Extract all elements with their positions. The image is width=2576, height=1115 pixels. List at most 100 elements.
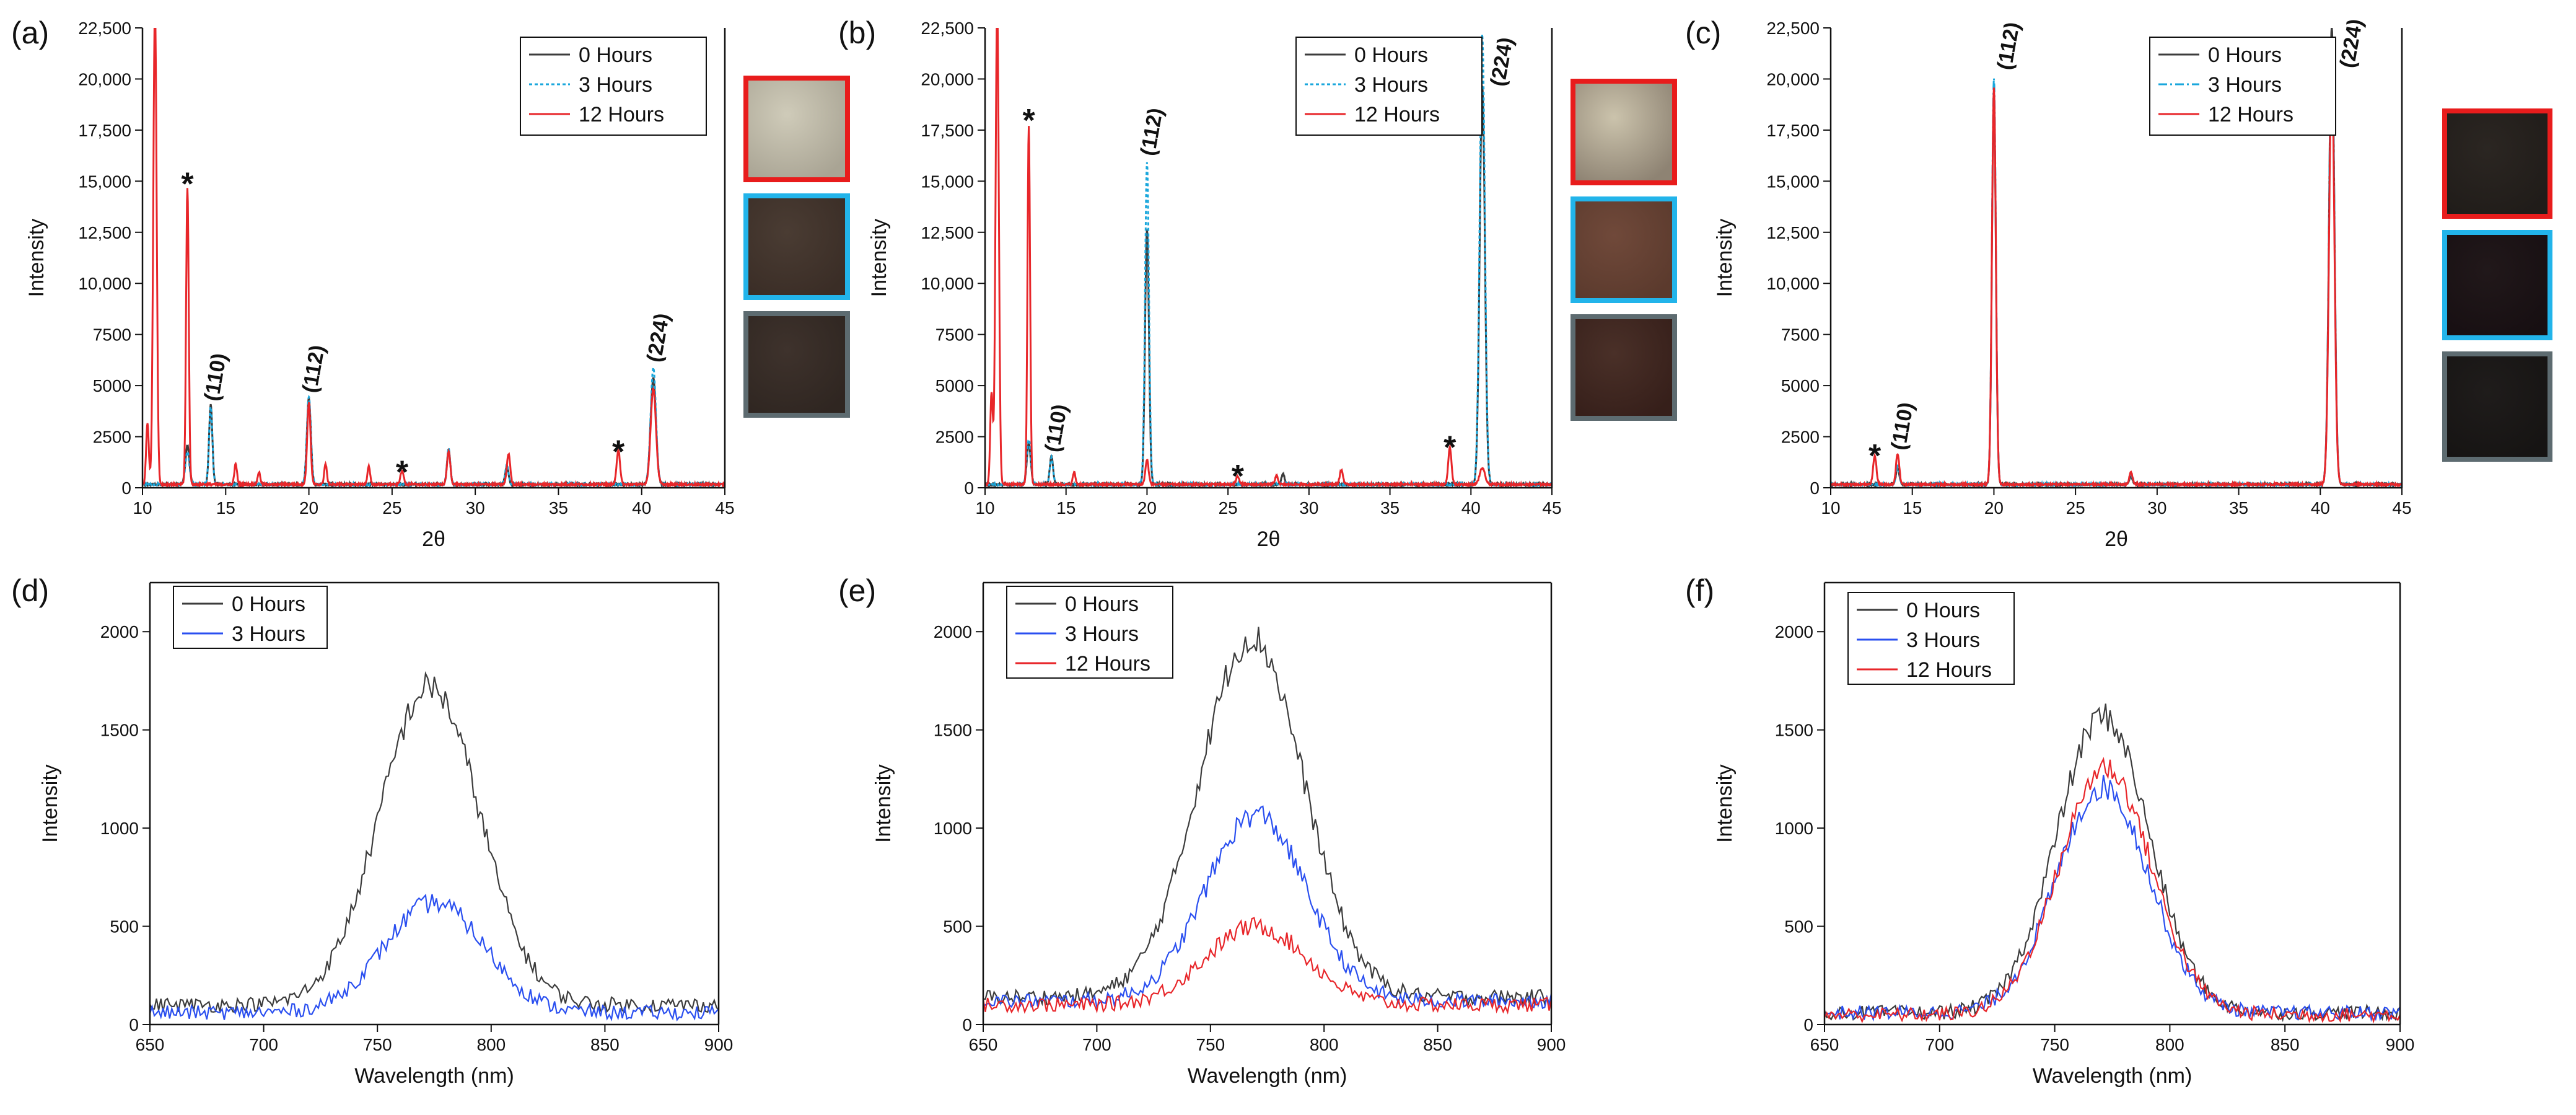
y-tick-label: 7500 — [93, 325, 131, 345]
series-line-3-hours — [1825, 775, 2400, 1022]
y-tick-label: 17,500 — [921, 121, 974, 140]
x-tick-label: 750 — [1196, 1035, 1225, 1054]
panel-a: (a) 10 15 20 25 30 35 40 45 0 2500 5000 7500 10,000 12… — [11, 15, 850, 551]
x-tick-label: 850 — [2271, 1035, 2300, 1054]
film-photo — [2447, 235, 2548, 335]
x-tick-label: 20 — [1984, 498, 2004, 518]
series-line-0-hours — [150, 671, 719, 1014]
x-tick-label: 750 — [2040, 1035, 2069, 1054]
panel-c: (c) 10 15 20 25 30 35 40 45 0 2500 5000 7500 10,000 12… — [1685, 15, 2552, 551]
y-tick-label: 2500 — [935, 428, 974, 447]
y-axis-label: Intensity — [1713, 764, 1737, 843]
series-line-0-hours — [985, 86, 1552, 488]
x-tick-label: 650 — [136, 1035, 165, 1054]
annotation-miller-index: (110) — [1041, 402, 1072, 454]
legend-entry: 3 Hours — [232, 622, 305, 646]
x-tick-label: 650 — [1810, 1035, 1839, 1054]
y-tick-label: 2000 — [1775, 622, 1813, 641]
legend-box — [1295, 37, 1483, 136]
y-tick-label: 15,000 — [921, 172, 974, 191]
annotation-miller-index: (112) — [1993, 20, 2025, 72]
y-axis-label: Intensity — [1713, 219, 1737, 297]
x-tick-label: 750 — [363, 1035, 392, 1054]
x-tick-label: 40 — [2311, 498, 2330, 518]
x-tick-label: 25 — [382, 498, 401, 518]
x-tick-label: 10 — [133, 498, 152, 518]
x-tick-label: 650 — [969, 1035, 998, 1054]
y-tick-label: 22,500 — [1766, 19, 1820, 38]
annotation-asterisk: * — [396, 454, 409, 490]
x-tick-label: 25 — [1219, 498, 1238, 518]
series-line-0-hours — [1825, 703, 2400, 1023]
x-tick-label: 40 — [1461, 498, 1481, 518]
annotation-asterisk: * — [1444, 430, 1457, 466]
y-tick-label: 15,000 — [1766, 172, 1820, 191]
y-tick-label: 1000 — [100, 819, 139, 838]
y-tick-label: 500 — [110, 917, 139, 937]
legend-entry: 0 Hours — [1906, 599, 1980, 622]
annotation-asterisk: * — [181, 166, 194, 202]
legend-entry: 12 Hours — [1354, 103, 1440, 126]
y-tick-label: 2000 — [100, 622, 139, 641]
x-tick-label: 15 — [1903, 498, 1922, 518]
legend-box — [173, 586, 328, 649]
legend-entry: 3 Hours — [1065, 622, 1139, 646]
y-tick-label: 7500 — [1781, 325, 1820, 345]
x-tick-label: 35 — [2229, 498, 2248, 518]
x-axis-label: 2θ — [2105, 527, 2128, 551]
y-tick-label: 12,500 — [1766, 223, 1820, 242]
panel-label: (a) — [11, 15, 49, 50]
y-tick-label: 17,500 — [1766, 121, 1820, 140]
y-tick-label: 17,500 — [78, 121, 131, 140]
y-axis-label: Intensity — [872, 764, 895, 843]
y-tick-label: 2500 — [93, 428, 131, 447]
y-tick-label: 500 — [1784, 917, 1813, 937]
x-tick-label: 15 — [1056, 498, 1076, 518]
y-tick-label: 1500 — [1775, 721, 1813, 740]
y-tick-label: 1000 — [934, 819, 972, 838]
annotation-miller-index: (112) — [1136, 106, 1168, 157]
y-tick-label: 0 — [962, 1015, 972, 1034]
x-tick-label: 45 — [2392, 498, 2411, 518]
x-axis-label: 2θ — [1257, 527, 1281, 551]
y-tick-label: 2000 — [934, 622, 972, 641]
y-tick-label: 0 — [964, 478, 974, 498]
x-tick-label: 35 — [549, 498, 568, 518]
legend-entry: 3 Hours — [1906, 628, 1980, 652]
x-axis-label: Wavelength (nm) — [1188, 1064, 1347, 1088]
panel-b: (b) 10 15 20 25 30 35 40 45 0 2500 5000 7500 10,000 12… — [838, 15, 1677, 551]
y-tick-label: 10,000 — [78, 274, 131, 293]
legend-entry: 12 Hours — [1065, 652, 1150, 676]
x-axis-label: 2θ — [422, 527, 445, 551]
y-axis-label: Intensity — [25, 219, 48, 297]
series-line-12-hours — [1831, 65, 2402, 488]
y-tick-label: 1500 — [100, 721, 139, 740]
series-group — [983, 627, 1551, 1015]
y-tick-label: 0 — [121, 478, 131, 498]
panel-d: (d) 650 700 750 800 850 900 0 500 1000 1500 2000 Wav… — [11, 573, 733, 1088]
legend-entry: 3 Hours — [579, 73, 652, 97]
series-group — [1825, 703, 2400, 1024]
panel-label: (d) — [11, 573, 49, 608]
x-tick-label: 30 — [466, 498, 485, 518]
y-axis-label: Intensity — [867, 219, 891, 297]
legend-entry: 12 Hours — [2208, 103, 2293, 126]
legend-entry: 0 Hours — [2208, 43, 2282, 67]
x-tick-label: 700 — [1925, 1035, 1954, 1054]
series-line-3-hours — [983, 805, 1551, 1010]
series-group — [150, 671, 719, 1022]
y-tick-label: 500 — [943, 917, 972, 937]
x-tick-label: 850 — [590, 1035, 620, 1054]
x-tick-label: 700 — [1082, 1035, 1111, 1054]
x-tick-label: 20 — [1137, 498, 1157, 518]
x-tick-label: 20 — [299, 498, 318, 518]
x-tick-label: 30 — [2147, 498, 2166, 518]
y-axis-label: Intensity — [38, 764, 62, 843]
y-tick-label: 7500 — [935, 325, 974, 345]
film-photo — [2447, 113, 2548, 214]
x-tick-label: 10 — [975, 498, 994, 518]
panel-label: (e) — [838, 573, 876, 608]
series-group — [985, 28, 1552, 488]
y-tick-label: 2500 — [1781, 428, 1820, 447]
y-tick-label: 5000 — [1781, 376, 1820, 395]
